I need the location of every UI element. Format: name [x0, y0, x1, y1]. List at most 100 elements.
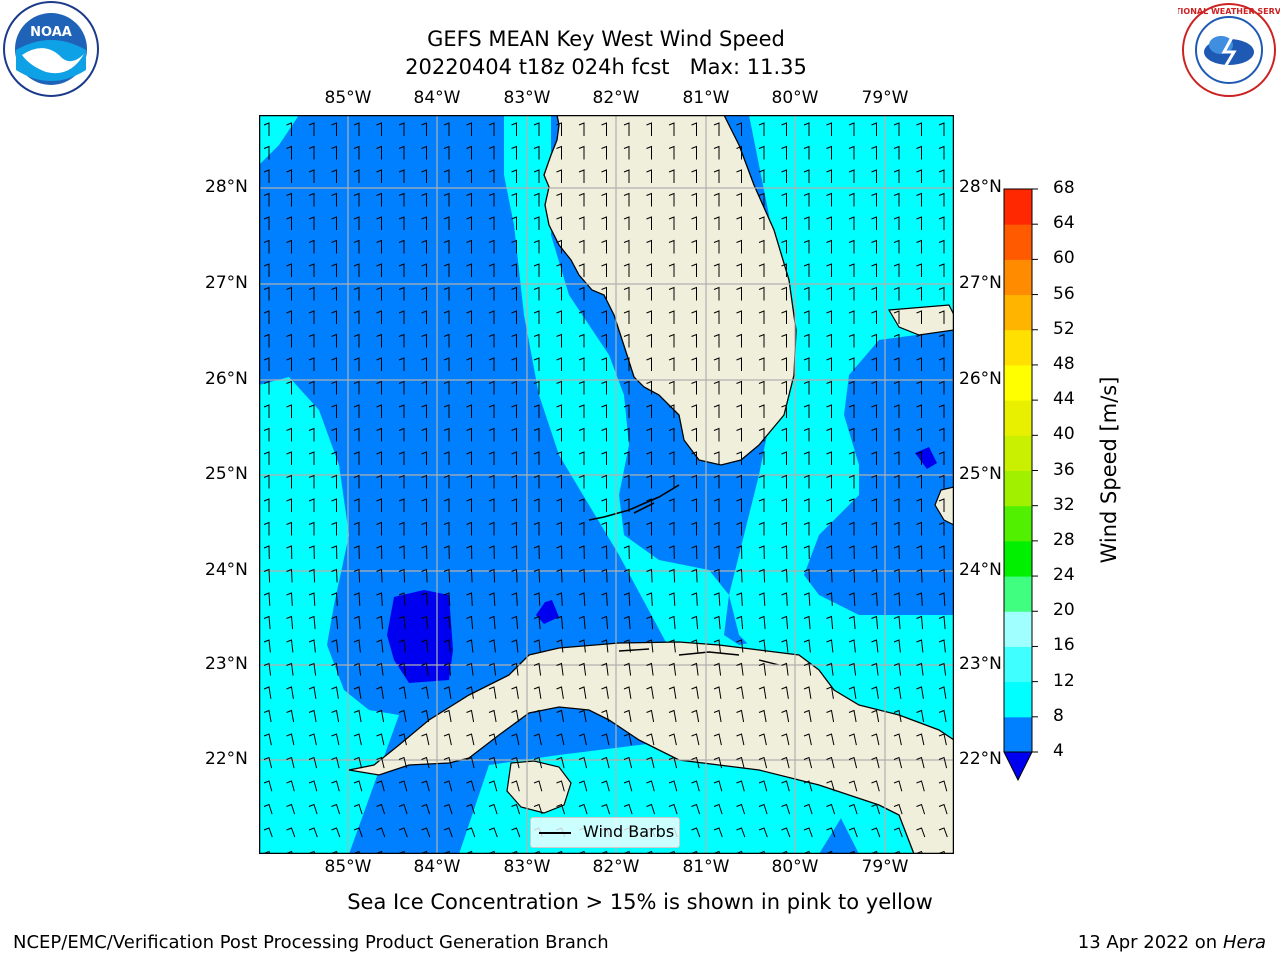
wind-barb	[758, 709, 767, 723]
wind-barb	[826, 239, 832, 254]
wind-barb	[938, 239, 945, 254]
wind-barb	[781, 568, 788, 583]
wind-barb	[736, 286, 742, 301]
wind-barb	[781, 780, 790, 792]
wind-barb	[533, 756, 543, 769]
wind-barb	[713, 169, 720, 183]
wind-barb	[533, 357, 540, 371]
wind-barb	[938, 733, 947, 746]
lat-label-left-22: 22°N	[205, 749, 248, 769]
wind-barb	[511, 239, 517, 254]
wind-barb	[308, 474, 315, 489]
wind-barb	[308, 686, 317, 699]
wind-barb	[601, 451, 607, 465]
wind-barb	[488, 803, 498, 815]
wind-barb	[646, 568, 653, 583]
lon-label-bottom-82: 82°W	[592, 857, 640, 877]
wind-barb	[871, 592, 878, 606]
wind-barb	[466, 733, 475, 746]
lon-label-bottom-84: 84°W	[413, 857, 461, 877]
wind-barb	[758, 615, 766, 630]
wind-barb	[286, 545, 293, 560]
wind-barb	[578, 451, 585, 465]
wind-barb	[308, 615, 316, 630]
wind-barb	[466, 568, 473, 583]
wind-barb	[376, 615, 384, 630]
wind-barb	[331, 239, 337, 254]
wind-barb	[623, 263, 630, 277]
wind-barb	[398, 662, 407, 676]
wind-barb	[353, 122, 360, 136]
wind-barb	[263, 145, 270, 160]
wind-barb	[286, 662, 294, 676]
wind-barb	[623, 357, 630, 371]
wind-barb	[511, 169, 517, 183]
wind-barb	[848, 756, 858, 769]
wind-barb	[758, 333, 765, 348]
colorbar-tick-label: 56	[1053, 283, 1075, 304]
wind-barb	[916, 169, 922, 183]
wind-barb	[286, 709, 295, 723]
wind-barb	[713, 427, 720, 442]
wind-barb	[421, 380, 427, 395]
wind-barb	[803, 568, 811, 583]
wind-barb	[803, 169, 810, 183]
wind-barb	[736, 639, 744, 653]
wind-barb	[421, 263, 427, 277]
wind-barb	[848, 521, 855, 536]
wind-barb	[691, 474, 697, 489]
wind-barb	[308, 827, 318, 838]
wind-barb	[893, 474, 900, 489]
colorbar-tick-label: 68	[1053, 178, 1075, 198]
wind-barb	[893, 169, 900, 183]
wind-barb	[826, 545, 833, 560]
wind-barb	[601, 615, 609, 630]
wind-barb	[668, 521, 675, 536]
wind-barb	[376, 263, 382, 277]
wind-barb	[533, 780, 543, 792]
wind-barb	[331, 451, 337, 465]
wind-barb	[578, 615, 586, 630]
wind-barb	[646, 592, 653, 606]
wind-barb	[308, 404, 315, 418]
wind-barb	[556, 239, 562, 254]
lat-label-left-28: 28°N	[205, 177, 248, 197]
colorbar-extend-min	[1003, 751, 1033, 782]
colorbar-segment	[1004, 400, 1032, 436]
wind-barb	[533, 145, 540, 160]
wind-barb	[826, 733, 835, 746]
wind-barb	[443, 639, 451, 653]
wind-barb	[601, 169, 607, 183]
wind-barb	[781, 756, 790, 769]
wind-barb	[511, 333, 517, 348]
wind-barb	[263, 263, 270, 277]
wind-barb	[533, 216, 540, 230]
wind-barb	[938, 827, 948, 838]
wind-barb	[601, 709, 610, 723]
wind-barb	[263, 592, 271, 606]
wind-barb	[826, 122, 832, 136]
wind-barb	[646, 286, 652, 301]
wind-barb	[668, 639, 676, 653]
wind-barb	[713, 216, 720, 230]
wind-barb	[578, 380, 585, 395]
wind-barb	[398, 310, 405, 324]
wind-barb	[623, 639, 631, 653]
wind-barb	[916, 733, 925, 746]
wind-barb	[533, 286, 540, 301]
colorbar-tick-label: 28	[1053, 529, 1075, 550]
wind-barb	[781, 192, 787, 207]
wind-barb	[353, 263, 360, 277]
wind-barb	[533, 498, 540, 512]
wind-barb	[938, 380, 945, 395]
wind-barb	[916, 145, 922, 160]
lon-label-bottom-83: 83°W	[503, 857, 551, 877]
wind-barb	[893, 192, 900, 207]
wind-barb	[421, 145, 427, 160]
wind-barb	[308, 498, 315, 512]
wind-barb	[263, 756, 273, 769]
wind-barb	[533, 615, 541, 630]
wind-barb	[736, 216, 742, 230]
wind-barbs-legend: Wind Barbs	[530, 817, 680, 848]
wind-barb	[646, 239, 652, 254]
